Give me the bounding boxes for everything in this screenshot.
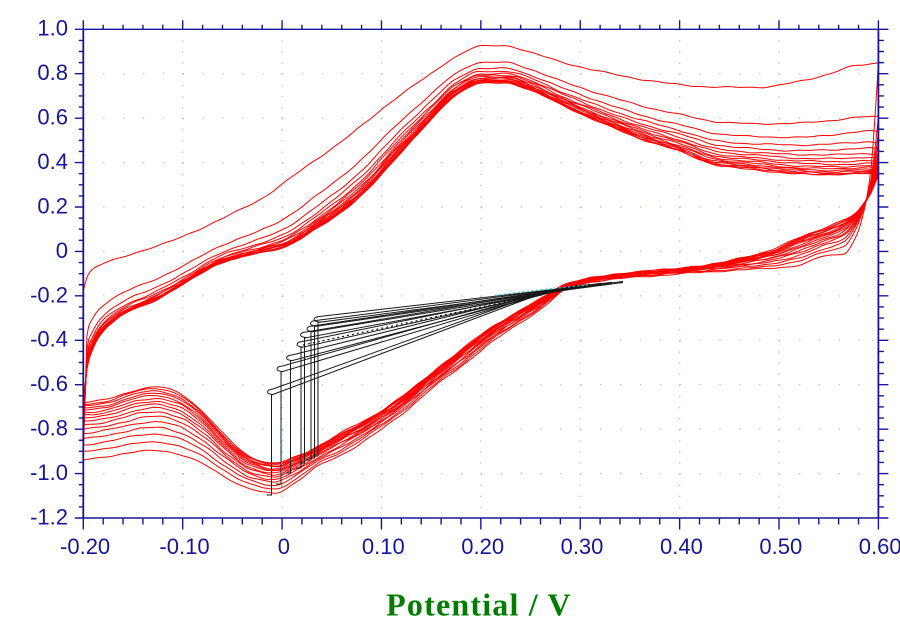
svg-text:0.10: 0.10 <box>362 534 405 559</box>
svg-text:0.6: 0.6 <box>37 105 68 130</box>
svg-text:-0.4: -0.4 <box>30 327 68 352</box>
svg-text:0.40: 0.40 <box>660 534 703 559</box>
svg-text:-0.10: -0.10 <box>159 534 209 559</box>
svg-text:0: 0 <box>56 238 68 263</box>
svg-text:0.4: 0.4 <box>37 149 68 174</box>
svg-text:0: 0 <box>278 534 290 559</box>
svg-text:0.50: 0.50 <box>759 534 802 559</box>
svg-text:0.60: 0.60 <box>859 534 900 559</box>
svg-text:0.20: 0.20 <box>461 534 504 559</box>
svg-text:Potential / V: Potential / V <box>386 587 572 623</box>
svg-text:-0.20: -0.20 <box>60 534 110 559</box>
svg-text:1.0: 1.0 <box>37 16 68 41</box>
svg-text:-0.2: -0.2 <box>30 282 68 307</box>
svg-text:0.8: 0.8 <box>37 60 68 85</box>
svg-text:-1.2: -1.2 <box>30 504 68 529</box>
svg-text:-1.0: -1.0 <box>30 460 68 485</box>
svg-text:0.30: 0.30 <box>561 534 604 559</box>
svg-text:0.2: 0.2 <box>37 193 68 218</box>
svg-text:-0.6: -0.6 <box>30 371 68 396</box>
svg-text:-0.8: -0.8 <box>30 416 68 441</box>
